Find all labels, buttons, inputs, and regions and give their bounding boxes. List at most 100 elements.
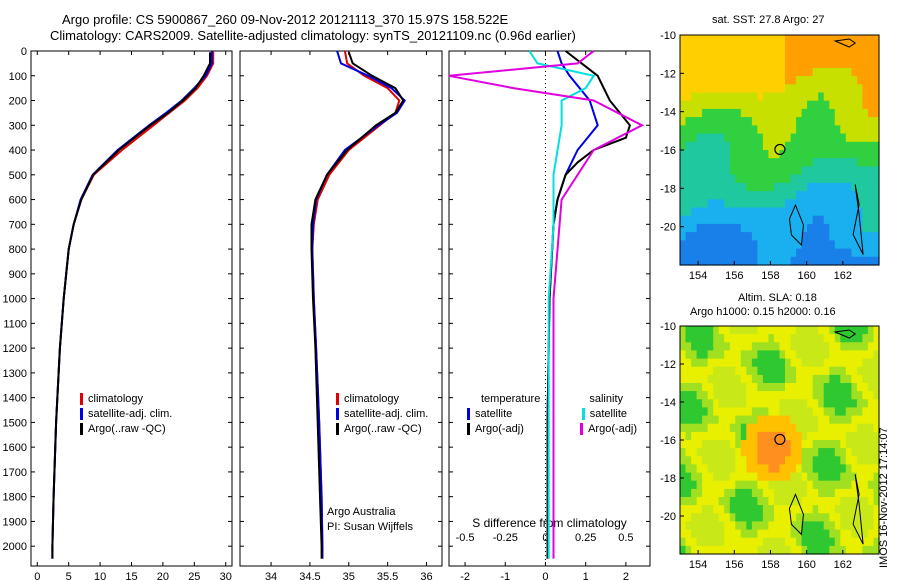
sla-map-cell bbox=[774, 545, 781, 555]
sst-map-cell bbox=[829, 108, 836, 118]
sst-map-cell bbox=[735, 43, 742, 52]
sla-map-cell bbox=[801, 431, 808, 441]
y-tick-label: 900 bbox=[9, 269, 27, 281]
sst-map-cell bbox=[807, 191, 814, 200]
sla-map-cell bbox=[702, 423, 709, 433]
sla-map-cell bbox=[873, 366, 880, 376]
sla-map-cell bbox=[691, 366, 698, 376]
sla-map-cell bbox=[796, 448, 803, 457]
sla-map-cell bbox=[818, 407, 825, 417]
sst-map-cell bbox=[829, 76, 836, 85]
sla-map-cell bbox=[796, 488, 803, 498]
sla-map-cell bbox=[746, 505, 753, 514]
sst-map-cell bbox=[862, 59, 869, 69]
sst-map-cell bbox=[790, 59, 797, 69]
sst-map-cell bbox=[790, 248, 797, 258]
sst-map-cell bbox=[696, 215, 703, 225]
sla-map-cell bbox=[851, 334, 858, 343]
sla-map-cell bbox=[724, 326, 731, 335]
sst-map-cell bbox=[729, 84, 736, 94]
sla-map-cell bbox=[829, 537, 836, 547]
sla-map-cell bbox=[856, 423, 863, 433]
sla-map-cell bbox=[702, 513, 709, 522]
sla-map-cell bbox=[779, 505, 786, 514]
sla-map-cell bbox=[862, 374, 869, 384]
sla-map-cell bbox=[796, 374, 803, 384]
sla-map-cell bbox=[691, 537, 698, 547]
sla-map-cell bbox=[729, 537, 736, 547]
legend-sal-argo: Argo(-adj) bbox=[588, 422, 637, 435]
sst-map-cell bbox=[774, 158, 781, 167]
sst-map-cell bbox=[702, 67, 709, 77]
sst-map-cell bbox=[801, 141, 808, 151]
sst-map-cell bbox=[691, 191, 698, 200]
sst-map-cell bbox=[729, 51, 736, 61]
sst-map-cell bbox=[757, 125, 764, 135]
sst-map-cell bbox=[823, 51, 830, 61]
sla-map-cell bbox=[751, 537, 758, 547]
sst-map-cell bbox=[757, 76, 764, 85]
sla-map-cell bbox=[812, 383, 819, 392]
sst-map-cell bbox=[829, 215, 836, 225]
sla-map-cell bbox=[807, 342, 814, 351]
sla-map-cell bbox=[851, 391, 858, 400]
sst-map-cell bbox=[702, 125, 709, 135]
sla-map-cell bbox=[768, 480, 775, 490]
sla-map-cell bbox=[851, 472, 858, 482]
sla-map-cell bbox=[751, 513, 758, 522]
sla-map-cell bbox=[823, 350, 830, 360]
sst-map-cell bbox=[696, 150, 703, 159]
sst-map-cell bbox=[685, 174, 692, 184]
sst-map-cell bbox=[840, 67, 847, 77]
sst-map-cell bbox=[873, 223, 880, 233]
sst-map-cell bbox=[856, 248, 863, 258]
sst-map-cell bbox=[774, 117, 781, 126]
sst-map-cell bbox=[779, 76, 786, 85]
sla-map-cell bbox=[740, 358, 747, 368]
sst-map-cell bbox=[873, 67, 880, 77]
sla-map-cell bbox=[840, 456, 847, 465]
sst-map-cell bbox=[762, 158, 769, 167]
sla-map-cell bbox=[812, 431, 819, 441]
sla-map-cell bbox=[746, 383, 753, 392]
x-tick-label: 34 bbox=[265, 571, 277, 580]
sst-map-cell bbox=[751, 232, 758, 241]
sla-map-cell bbox=[834, 423, 841, 433]
sst-map-cell bbox=[762, 84, 769, 94]
sla-map-cell bbox=[823, 440, 830, 449]
sst-map-cell bbox=[801, 125, 808, 135]
sst-map-cell bbox=[702, 141, 709, 151]
sla-map-cell bbox=[768, 464, 775, 474]
sla-map-cell bbox=[702, 488, 709, 498]
sst-map-cell bbox=[823, 43, 830, 52]
sst-map-cell bbox=[840, 150, 847, 159]
sla-map-cell bbox=[762, 358, 769, 368]
series-line-temperature-argo-adj- bbox=[546, 50, 632, 559]
sst-map-cell bbox=[785, 67, 792, 77]
sla-map-cell bbox=[823, 472, 830, 482]
sst-map-cell bbox=[724, 125, 731, 135]
sla-map-cell bbox=[746, 342, 753, 351]
sst-map-cell bbox=[702, 207, 709, 217]
sst-map-cell bbox=[856, 100, 863, 110]
sst-map-cell bbox=[796, 150, 803, 159]
sla-map-cell bbox=[829, 415, 836, 425]
sst-map-cell bbox=[840, 125, 847, 135]
sla-map-cell bbox=[779, 415, 786, 425]
sst-map-cell bbox=[718, 150, 725, 159]
sst-map-cell bbox=[746, 256, 753, 266]
sst-map-cell bbox=[702, 248, 709, 258]
sla-map-cell bbox=[707, 537, 714, 547]
sla-map-cell bbox=[757, 521, 764, 531]
sst-map-cell bbox=[801, 248, 808, 258]
series-line-argo-raw-qc- bbox=[310, 51, 405, 559]
sla-map-cell bbox=[829, 505, 836, 514]
sla-map-cell bbox=[823, 537, 830, 547]
series-line-climatology bbox=[311, 50, 401, 559]
sst-map-cell bbox=[718, 59, 725, 69]
sst-map-cell bbox=[845, 150, 852, 159]
sst-map-cell bbox=[785, 125, 792, 135]
sla-map-cell bbox=[746, 497, 753, 506]
sst-map-cell bbox=[796, 191, 803, 200]
sst-map-cell bbox=[713, 35, 720, 44]
